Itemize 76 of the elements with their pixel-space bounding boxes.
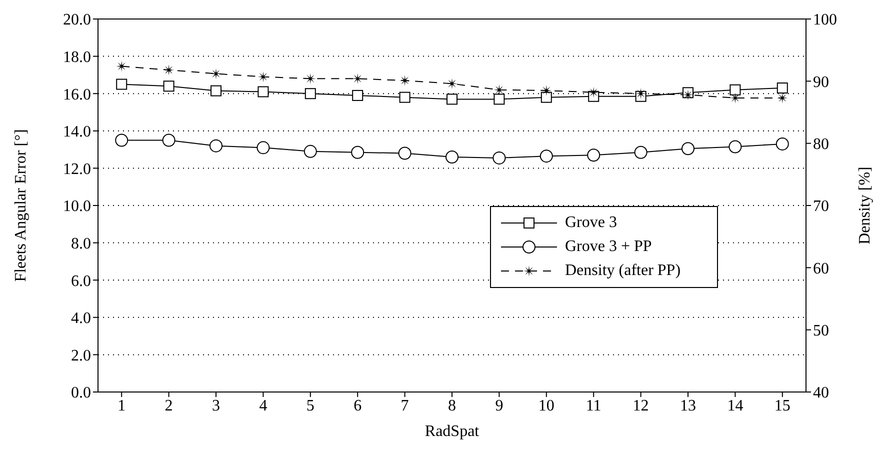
y-tick-label: 16.0: [63, 86, 91, 104]
y-tick-label: 20.0: [63, 12, 91, 29]
point: [588, 86, 600, 98]
legend-label: Grove 3: [565, 214, 617, 232]
y-tick-label: 12.0: [63, 160, 91, 178]
point: [682, 142, 694, 156]
point: [116, 78, 128, 90]
legend-label: Density (after PP): [565, 262, 681, 280]
point: [115, 134, 128, 147]
x-tick-label: 9: [495, 397, 504, 414]
x-tick-label: 4: [259, 397, 268, 414]
point: [446, 150, 458, 164]
point: [351, 146, 364, 159]
x-axis-title: RadSpat: [424, 423, 480, 440]
point: [304, 144, 317, 158]
y-axis-title: Fleets Angular Error [°]: [12, 129, 30, 282]
point: [162, 134, 176, 147]
point: [776, 82, 788, 94]
y-tick-label: 18.0: [63, 48, 91, 66]
y2-tick-label: 70: [813, 198, 829, 216]
point: [304, 73, 316, 84]
point: [256, 141, 270, 154]
point: [540, 84, 552, 96]
point: [635, 88, 646, 100]
point: [116, 60, 128, 72]
y2-tick-label: 80: [813, 136, 829, 154]
x-tick-label: 2: [164, 397, 173, 414]
x-tick-label: 5: [306, 397, 314, 414]
point: [399, 92, 410, 103]
point: [587, 148, 600, 162]
point: [494, 94, 505, 105]
point: [776, 92, 788, 104]
point: [163, 64, 174, 76]
x-tick-label: 6: [354, 397, 362, 414]
y2-tick-label: 90: [813, 74, 829, 91]
x-tick-label: 7: [400, 397, 409, 414]
point: [540, 150, 553, 163]
point: [398, 146, 412, 160]
x-tick-label: 10: [538, 397, 554, 414]
y2-tick-label: 60: [813, 260, 829, 278]
point: [304, 88, 316, 100]
x-tick-label: 8: [448, 397, 456, 414]
x-tick-label: 11: [586, 397, 602, 414]
y-tick-label: 0.0: [71, 384, 91, 402]
point: [399, 75, 410, 86]
y-tick-label: 8.0: [71, 235, 91, 252]
point: [730, 84, 741, 96]
point: [210, 85, 222, 96]
point: [540, 92, 552, 103]
point: [446, 78, 458, 90]
y-tick-label: 6.0: [71, 272, 91, 290]
point: [210, 139, 222, 152]
x-tick-label: 1: [118, 397, 126, 414]
x-tick-label: 15: [774, 397, 790, 414]
y-tick-label: 2.0: [71, 347, 91, 364]
x-tick-label: 3: [212, 397, 220, 414]
y-tick-label: 4.0: [71, 310, 91, 328]
point: [352, 90, 364, 101]
y-tick-label: 14.0: [63, 124, 91, 141]
point: [728, 140, 742, 154]
point: [258, 86, 269, 98]
legend-label: Grove 3 + PP: [565, 238, 652, 256]
point: [776, 137, 789, 150]
point: [634, 146, 648, 159]
y2-tick-label: 40: [813, 384, 829, 402]
x-tick-label: 14: [727, 397, 744, 414]
y2-axis-title: Density [%]: [856, 166, 874, 244]
x-tick-label: 12: [632, 397, 649, 414]
y2-tick-label: 100: [813, 12, 837, 29]
y-tick-label: 10.0: [63, 198, 91, 216]
y2-tick-label: 50: [813, 322, 829, 340]
point: [492, 151, 506, 164]
point: [446, 94, 458, 105]
point: [210, 68, 222, 80]
point: [163, 80, 174, 92]
x-tick-label: 13: [680, 397, 696, 414]
